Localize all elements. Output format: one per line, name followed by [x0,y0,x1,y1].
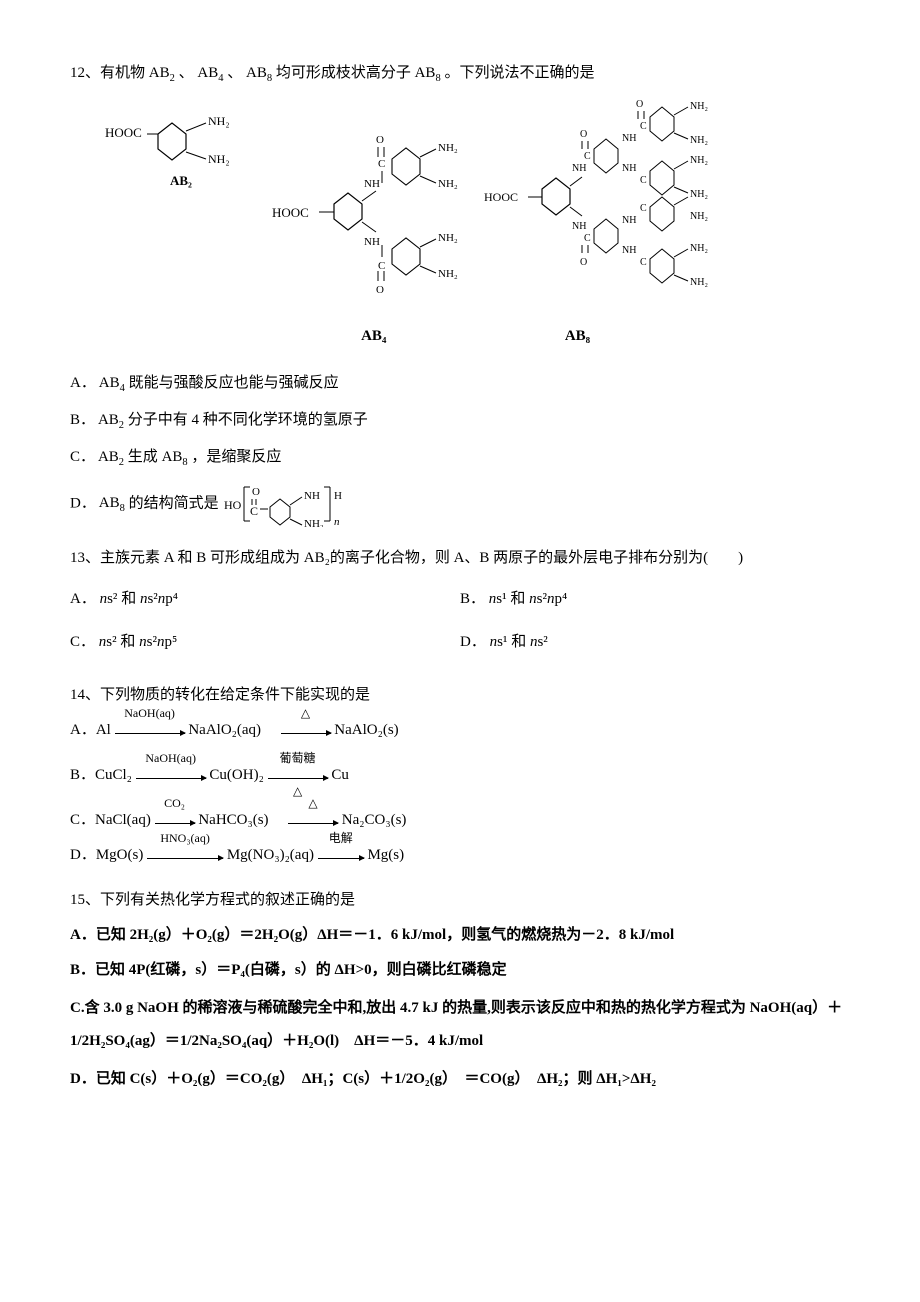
ab4: AB4 [197,65,223,81]
svg-text:NH₂: NH₂ [690,189,708,200]
diagram-ab8: HOOC NH C O NH C O NH₂ NH₂ NH C NH₂ NH₂ … [482,59,762,319]
txt: 均可形成枝状高分子 [276,65,411,81]
q14-stem: 14、下列物质的转化在给定条件下能实现的是 [70,682,850,709]
svg-text:NH₂: NH₂ [438,178,458,190]
option-D: D． AB8 的结构简式是 HO O C NH NH₂ [70,481,850,527]
q13-stem: 13、主族元素 A 和 B 可形成组成为 AB₂的离子化合物，则 A、B 两原子… [70,545,850,572]
arrow: 葡萄糖△ [268,762,328,789]
option-B: B． AB2 分子中有 4 种不同化学环境的氢原子 [70,407,850,436]
svg-text:C: C [640,257,647,268]
svg-text:NH₂: NH₂ [438,142,458,154]
svg-text:NH₂: NH₂ [690,243,708,254]
svg-text:HOOC: HOOC [484,190,518,204]
svg-text:C: C [640,175,647,186]
option-B: B．已知 4P(红磷，s）＝P₄(白磷，s）的 ΔH>0，则白磷比红磷稳定 [70,957,850,984]
diagram-ab4: HOOC NH C O NH₂ NH₂ NH C O NH₂ NH₂ [264,99,484,299]
svg-text:NH₂: NH₂ [438,232,458,244]
option-A: A．已知 2H₂(g）＋O₂(g）＝2H₂O(g）ΔH＝－1．6 kJ/mol，… [70,922,850,949]
svg-text:NH: NH [572,163,586,174]
question-15: 15、下列有关热化学方程式的叙述正确的是 A．已知 2H₂(g）＋O₂(g）＝2… [70,887,850,1093]
svg-text:NH₂: NH₂ [438,268,458,280]
svg-text:C: C [584,233,591,244]
ab8: AB8 [246,65,272,81]
ab2: AB2 [149,65,175,81]
label-ab4: AB₄ [284,323,464,350]
svg-text:NH₂: NH₂ [690,277,708,288]
option-B: B．CuCl₂ NaOH(aq) Cu(OH)₂ 葡萄糖△ Cu [70,762,850,789]
option-D: D． ns¹ 和 ns² [460,629,850,656]
svg-text:NH₂: NH₂ [208,114,230,128]
option-A: A． AB4 既能与强酸反应也能与强碱反应 [70,370,850,399]
option-D: D．MgO(s) HNO₃(aq) Mg(NO₃)₂(aq) 电解 Mg(s) [70,842,850,869]
svg-text:O: O [376,284,384,296]
q15-stem: 15、下列有关热化学方程式的叙述正确的是 [70,887,850,914]
option-C: C． AB2 生成 AB8 ，是缩聚反应 [70,444,850,473]
arrow: HNO₃(aq) [147,842,223,869]
svg-text:NH: NH [304,490,320,502]
arrow: NaOH(aq) [115,717,185,744]
option-D: D．已知 C(s）＋O₂(g）＝CO₂(g） ΔH₁；C(s）＋1/2O₂(g）… [70,1066,850,1093]
svg-text:H: H [334,490,342,502]
svg-text:AB₂: AB₂ [170,173,192,188]
svg-text:O: O [376,134,384,146]
svg-text:NH: NH [364,236,380,248]
option-A: A．Al NaOH(aq) NaAlO₂(aq) △ NaAlO₂(s) [70,717,850,744]
svg-text:NH: NH [364,178,380,190]
q14-options: A．Al NaOH(aq) NaAlO₂(aq) △ NaAlO₂(s) B．C… [70,717,850,869]
svg-text:NH₂: NH₂ [690,101,708,112]
svg-text:NH: NH [622,133,636,144]
question-14: 14、下列物质的转化在给定条件下能实现的是 A．Al NaOH(aq) NaAl… [70,682,850,869]
arrow: NaOH(aq) [136,762,206,789]
question-13: 13、主族元素 A 和 B 可形成组成为 AB₂的离子化合物，则 A、B 两原子… [70,545,850,664]
q12-options: A． AB4 既能与强酸反应也能与强碱反应 B． AB2 分子中有 4 种不同化… [70,370,850,527]
option-C: C． ns² 和 ns²np⁵ [70,629,460,656]
option-A: A． ns² 和 ns²np⁴ [70,586,460,613]
svg-text:O: O [252,486,260,498]
svg-text:C: C [640,203,647,214]
svg-text:O: O [636,99,643,110]
sep: 、 [179,65,194,81]
diagram-ab2: HOOC NH₂ NH₂ AB₂ [100,99,280,189]
ab8b: AB8 [415,65,441,81]
svg-text:n: n [334,516,340,527]
svg-text:HOOC: HOOC [105,125,142,140]
arrow: 电解 [318,842,364,869]
q12-diagrams: HOOC NH₂ NH₂ AB₂ HOOC NH C O NH₂ NH₂ [100,99,850,350]
svg-text:NH: NH [622,163,636,174]
svg-text:NH: NH [622,245,636,256]
sep: 、 [227,65,242,81]
svg-text:NH₂: NH₂ [690,155,708,166]
svg-text:NH₂: NH₂ [304,518,324,527]
option-D-formula: HO O C NH NH₂ H n [222,481,362,527]
svg-text:O: O [580,257,587,268]
txt: 12、有机物 [70,65,145,81]
option-C: C.含 3.0 g NaOH 的稀溶液与稀硫酸完全中和,放出 4.7 kJ 的热… [70,992,850,1058]
svg-text:HOOC: HOOC [272,205,309,220]
svg-text:O: O [580,129,587,140]
arrow: △ [281,717,331,744]
svg-text:C: C [640,121,647,132]
svg-text:NH: NH [572,221,586,232]
svg-text:NH₂: NH₂ [208,152,230,166]
svg-text:HO: HO [224,498,242,512]
label-ab8: AB₈ [468,323,688,350]
option-B: B． ns¹ 和 ns²np⁴ [460,586,850,613]
svg-text:C: C [378,158,385,170]
svg-text:C: C [250,504,258,518]
svg-text:C: C [584,151,591,162]
svg-text:NH₂: NH₂ [690,135,708,146]
q15-options: A．已知 2H₂(g）＋O₂(g）＝2H₂O(g）ΔH＝－1．6 kJ/mol，… [70,922,850,1093]
q13-options: A． ns² 和 ns²np⁴ B． ns¹ 和 ns²np⁴ C． ns² 和… [70,578,850,664]
svg-text:C: C [378,260,385,272]
svg-text:NH₂: NH₂ [690,211,708,222]
question-12: 12、有机物 AB2 、 AB4 、 AB8 均可形成枝状高分子 AB8 。下列… [70,60,850,527]
svg-text:NH: NH [622,215,636,226]
